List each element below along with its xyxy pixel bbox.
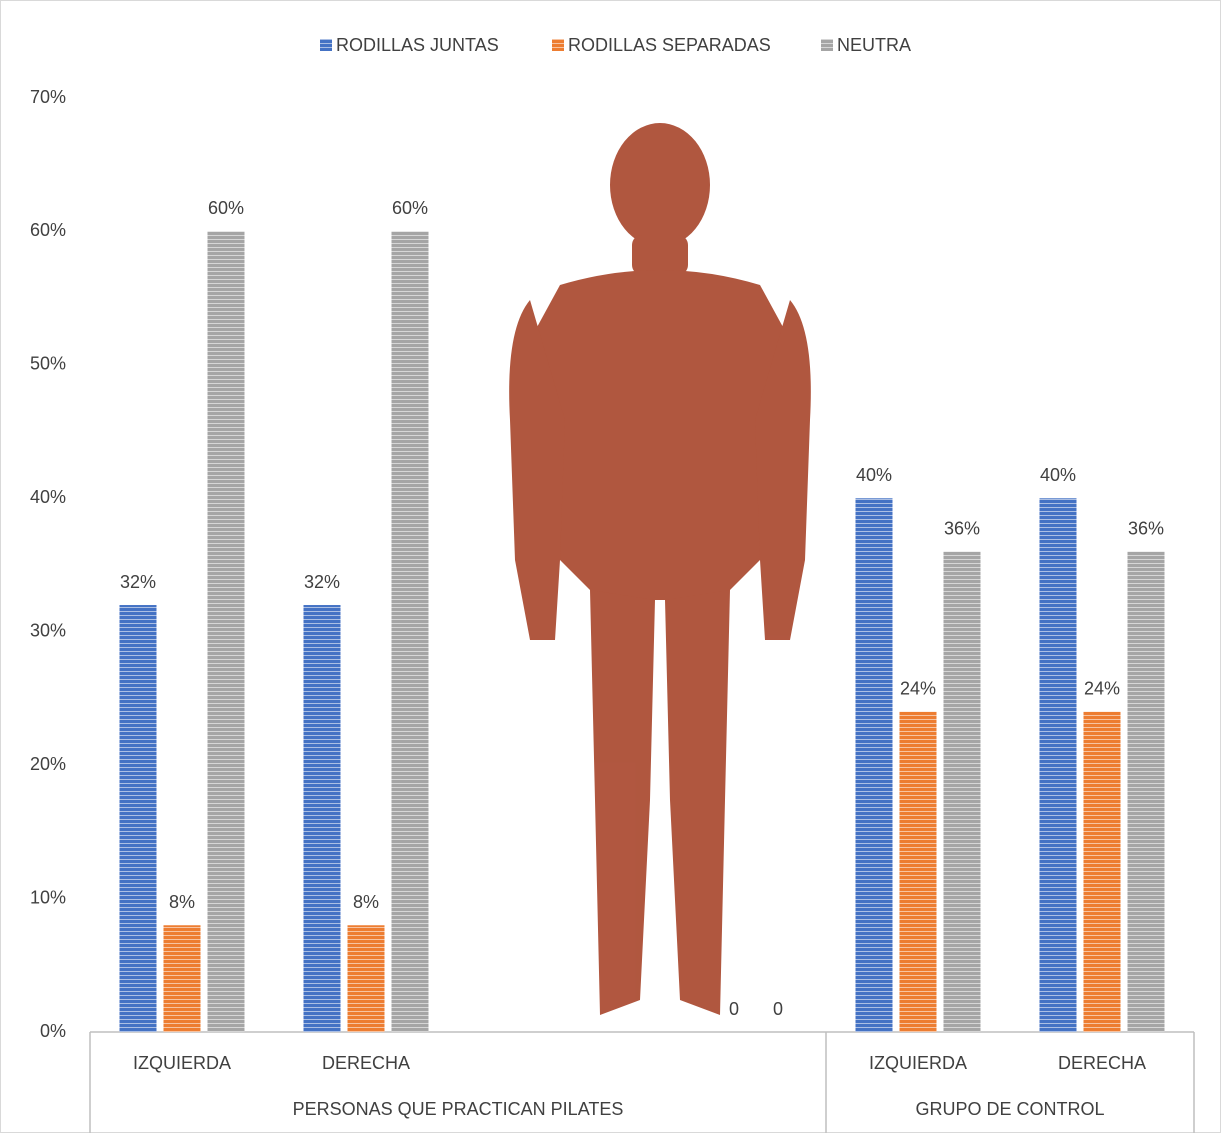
data-label: 60% (392, 198, 428, 218)
bar (1083, 711, 1121, 1032)
y-tick-label: 20% (30, 754, 66, 774)
y-tick-label: 40% (30, 487, 66, 507)
data-label: 0 (729, 999, 739, 1019)
bar (855, 498, 893, 1032)
y-tick-label: 50% (30, 354, 66, 374)
data-label: 24% (900, 679, 936, 699)
x-tick-label: IZQUIERDA (869, 1053, 967, 1073)
anatomy-figure (509, 123, 811, 1015)
x-tick-label: DERECHA (322, 1053, 410, 1073)
data-label: 60% (208, 198, 244, 218)
data-label: 36% (944, 518, 980, 538)
y-tick-label: 60% (30, 220, 66, 240)
data-label: 8% (353, 892, 379, 912)
bar (1127, 551, 1165, 1032)
bar (1039, 498, 1077, 1032)
data-label: 40% (856, 465, 892, 485)
y-tick-label: 30% (30, 620, 66, 640)
data-label: 32% (304, 572, 340, 592)
bar (899, 711, 937, 1032)
data-label: 8% (169, 892, 195, 912)
legend-swatch (320, 39, 332, 51)
y-tick-label: 10% (30, 887, 66, 907)
y-tick-label: 0% (40, 1021, 66, 1041)
group-label: PERSONAS QUE PRACTICAN PILATES (293, 1099, 624, 1119)
data-label: 24% (1084, 679, 1120, 699)
legend-swatch (821, 39, 833, 51)
group-label: GRUPO DE CONTROL (915, 1099, 1104, 1119)
bar (943, 551, 981, 1032)
legend-label: RODILLAS SEPARADAS (568, 35, 771, 55)
legend-label: NEUTRA (837, 35, 911, 55)
legend-label: RODILLAS JUNTAS (336, 35, 499, 55)
bar (391, 231, 429, 1032)
bar (347, 925, 385, 1032)
y-tick-label: 70% (30, 87, 66, 107)
data-label: 36% (1128, 518, 1164, 538)
bar (207, 231, 245, 1032)
legend-swatch (552, 39, 564, 51)
x-tick-label: IZQUIERDA (133, 1053, 231, 1073)
data-label: 40% (1040, 465, 1076, 485)
data-label: 32% (120, 572, 156, 592)
bar (119, 605, 157, 1032)
bar (163, 925, 201, 1032)
data-label: 0 (773, 999, 783, 1019)
x-tick-label: DERECHA (1058, 1053, 1146, 1073)
bar (303, 605, 341, 1032)
